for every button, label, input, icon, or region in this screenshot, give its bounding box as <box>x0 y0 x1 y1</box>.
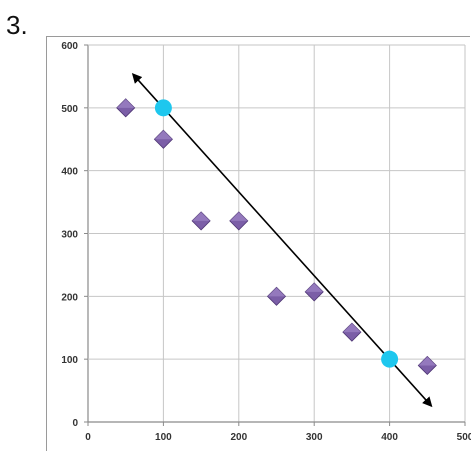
diamond-point-4 <box>229 211 249 231</box>
diamond-highlight <box>418 356 437 366</box>
scatter-chart: 0 100 200 300 400 500 0 100 200 300 400 500 600 <box>46 36 471 451</box>
diamond-point-7 <box>342 322 362 342</box>
diamond-highlight <box>154 130 173 140</box>
diamond-highlight <box>267 287 286 297</box>
tick-labels: 0 100 200 300 400 500 0 100 200 300 400 500 600 <box>61 41 471 443</box>
y-tick-label-500: 500 <box>61 104 78 115</box>
diamond-highlight <box>342 323 361 333</box>
x-tick-label-100: 100 <box>155 432 172 443</box>
diamond-point-8 <box>417 355 437 376</box>
highlight-point-2 <box>381 350 399 368</box>
trend-line-group <box>131 73 433 408</box>
y-tick-label-600: 600 <box>61 41 78 52</box>
x-tick-label-500: 500 <box>457 432 471 443</box>
gridlines <box>84 44 466 426</box>
diamond-highlight <box>305 282 324 292</box>
diamond-point-2 <box>153 129 173 149</box>
diamond-point-1 <box>116 98 136 118</box>
data-points <box>116 98 437 376</box>
problem-number: 3. <box>6 10 28 40</box>
y-tick-label-400: 400 <box>61 167 78 178</box>
diamond-highlight <box>229 211 248 221</box>
diamond-highlight <box>116 98 135 108</box>
y-tick-label-200: 200 <box>61 292 78 303</box>
trend-line <box>131 73 433 408</box>
y-tick-label-300: 300 <box>61 230 78 241</box>
diamond-point-3 <box>191 211 211 231</box>
highlighted-points <box>154 99 399 368</box>
diamond-point-5 <box>266 286 287 306</box>
diamond-highlight <box>192 211 211 221</box>
x-tick-label-400: 400 <box>381 432 398 443</box>
highlight-point-1 <box>154 99 172 117</box>
y-tick-label-100: 100 <box>61 355 78 366</box>
x-tick-label-200: 200 <box>230 432 247 443</box>
x-tick-label-0: 0 <box>85 432 91 443</box>
x-tick-label-300: 300 <box>306 432 323 443</box>
chart-canvas: 0 100 200 300 400 500 0 100 200 300 400 500 600 <box>61 41 471 443</box>
diamond-point-6 <box>304 282 324 302</box>
y-tick-label-0: 0 <box>72 418 78 429</box>
